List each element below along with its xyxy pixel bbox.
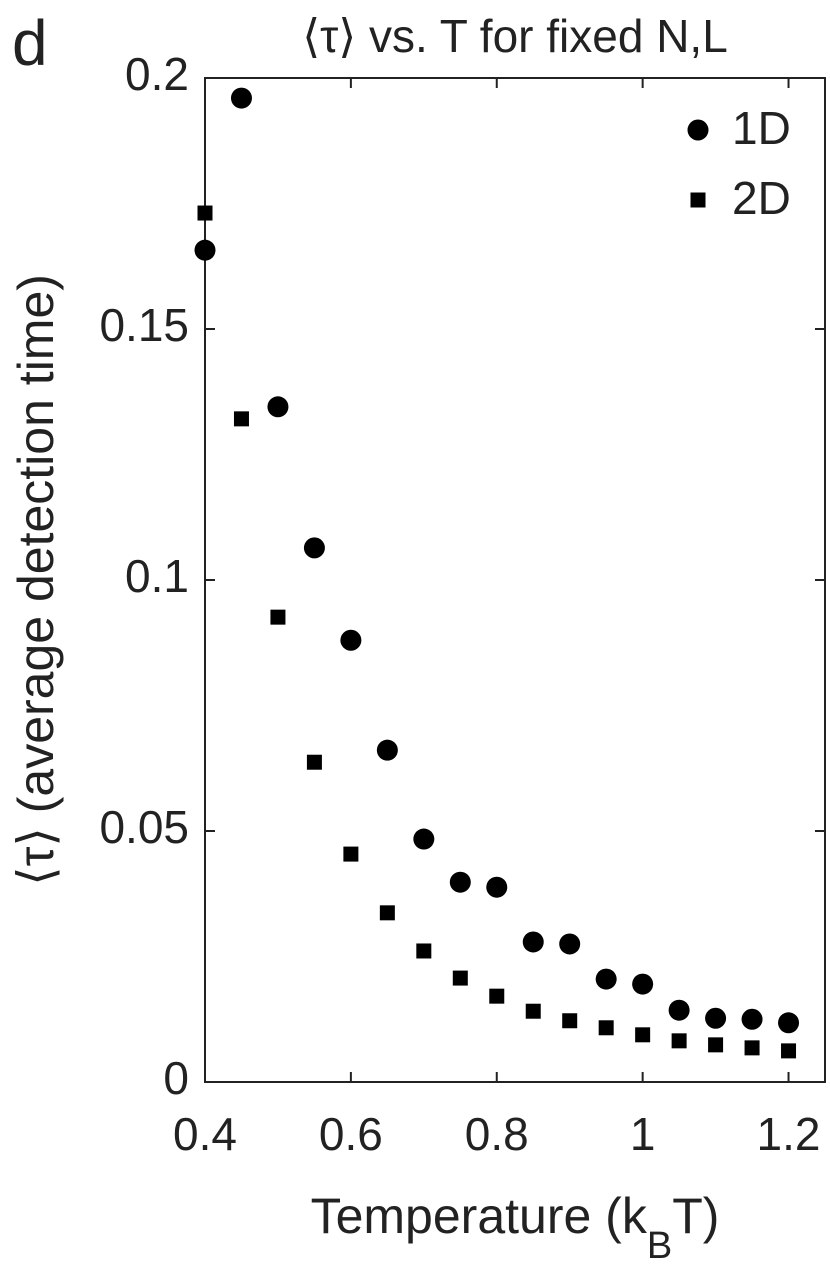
point: [708, 1037, 724, 1053]
point: [778, 1012, 800, 1034]
y-tick-label: 0.15: [99, 299, 189, 351]
legend-marker: [687, 119, 709, 141]
x-tick-label: 0.6: [319, 1108, 383, 1160]
x-axis-label-sub: B: [647, 1225, 672, 1267]
point: [525, 1003, 541, 1019]
point: [741, 1008, 763, 1030]
point: [416, 943, 432, 959]
x-axis-label-part: T): [672, 1188, 719, 1244]
legend-label: 1D: [732, 102, 791, 154]
x-tick-label: 0.8: [465, 1108, 529, 1160]
x-tick-label: 1: [630, 1108, 656, 1160]
x-axis-label: Temperature (kBT): [311, 1188, 720, 1267]
point: [376, 739, 398, 761]
x-tick-label: 1.2: [757, 1108, 821, 1160]
point: [267, 396, 289, 418]
point: [744, 1040, 760, 1056]
point: [233, 411, 249, 427]
point: [559, 933, 581, 955]
point: [343, 846, 359, 862]
legend-marker: [690, 192, 706, 208]
x-tick-label: 0.4: [173, 1108, 237, 1160]
point: [562, 1013, 578, 1029]
legend-label: 2D: [732, 172, 791, 224]
point: [668, 999, 690, 1021]
point: [194, 239, 216, 261]
point: [632, 973, 654, 995]
x-axis-label-part: Temperature (k: [311, 1188, 648, 1244]
point: [705, 1007, 727, 1029]
point: [598, 1020, 614, 1036]
point: [230, 87, 252, 109]
y-tick-label: 0: [163, 1052, 189, 1104]
plot-frame: [204, 77, 826, 1083]
y-tick-label: 0.1: [125, 550, 189, 602]
point: [303, 537, 325, 559]
point: [270, 609, 286, 625]
point: [197, 205, 213, 221]
point: [595, 968, 617, 990]
point: [781, 1043, 797, 1059]
point: [489, 988, 505, 1004]
panel-label: d: [12, 7, 48, 79]
y-tick-label: 0.2: [125, 48, 189, 100]
point: [413, 828, 435, 850]
point: [486, 876, 508, 898]
point: [449, 871, 471, 893]
chart-title: ⟨τ⟩ vs. T for fixed N,L: [302, 10, 728, 62]
y-axis-label: ⟨τ⟩ (average detection time): [8, 274, 64, 886]
point: [306, 754, 322, 770]
y-tick-label: 0.05: [99, 801, 189, 853]
point: [340, 629, 362, 651]
point: [671, 1033, 687, 1049]
point: [635, 1027, 651, 1043]
point: [379, 905, 395, 921]
point: [452, 970, 468, 986]
point: [522, 931, 544, 953]
